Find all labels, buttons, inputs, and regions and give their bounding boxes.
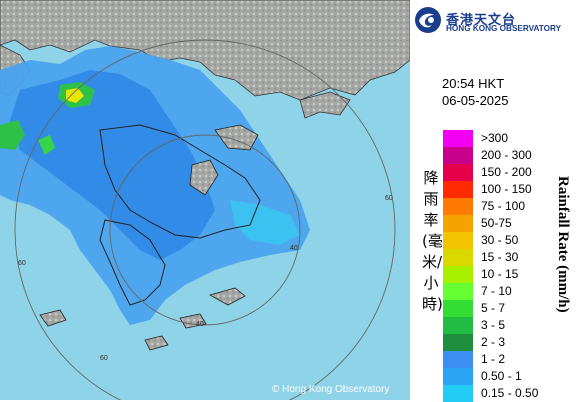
legend-row: 1 - 2 bbox=[443, 351, 553, 368]
legend-row: 100 - 150 bbox=[443, 181, 553, 198]
legend-label: 30 - 50 bbox=[481, 233, 519, 247]
island-kowloon bbox=[189, 159, 219, 196]
legend-swatch bbox=[443, 198, 473, 215]
legend-label: 2 - 3 bbox=[481, 335, 506, 349]
legend-label: 50-75 bbox=[481, 216, 512, 230]
legend-label: 0.15 - 0.50 bbox=[481, 386, 539, 400]
legend-label: 150 - 200 bbox=[481, 165, 532, 179]
island-south bbox=[144, 335, 169, 351]
copyright-notice: © Hong Kong Observatory bbox=[272, 384, 390, 395]
hko-logo[interactable]: 香港天文台 HONG KONG OBSERVATORY bbox=[414, 6, 574, 36]
legend-swatch bbox=[443, 300, 473, 317]
radar-time: 20:54 HKT bbox=[442, 76, 505, 91]
legend-label: 75 - 100 bbox=[481, 199, 526, 213]
ring-label-southwest: 60 bbox=[100, 355, 108, 362]
island-southwest bbox=[39, 309, 67, 327]
legend-swatch bbox=[443, 130, 473, 147]
legend-swatch bbox=[443, 164, 473, 181]
legend-swatch bbox=[443, 317, 473, 334]
legend-row: 2 - 3 bbox=[443, 334, 553, 351]
legend-title-en: Rainfall Rate (mm/h) bbox=[555, 176, 571, 313]
legend-row: >300 bbox=[443, 130, 553, 147]
radar-map[interactable]: 60 60 60 40 40 © Hong Kong Observatory bbox=[0, 0, 410, 400]
land-lantau bbox=[99, 219, 166, 306]
island-southeast bbox=[208, 287, 246, 306]
legend-title-cn: 降雨率(毫米/小時) bbox=[422, 169, 443, 313]
ring-label-inner-south: 40 bbox=[196, 321, 204, 328]
legend-label: 5 - 7 bbox=[481, 301, 506, 315]
legend-label: 3 - 5 bbox=[481, 318, 506, 332]
legend-label: 0.50 - 1 bbox=[481, 369, 522, 383]
land-new-territories bbox=[99, 124, 261, 239]
legend-swatch bbox=[443, 181, 473, 198]
legend-swatch bbox=[443, 334, 473, 351]
legend-row: 7 - 10 bbox=[443, 283, 553, 300]
hko-swirl-logo-icon bbox=[415, 7, 441, 33]
legend-row: 150 - 200 bbox=[443, 164, 553, 181]
ring-label-east: 60 bbox=[385, 195, 393, 202]
legend-row: 0.15 - 0.50 bbox=[443, 385, 553, 402]
legend-row: 30 - 50 bbox=[443, 232, 553, 249]
radar-date: 06-05-2025 bbox=[442, 93, 509, 108]
legend-row: 10 - 15 bbox=[443, 266, 553, 283]
info-panel: 香港天文台 HONG KONG OBSERVATORY 20:54 HKT 06… bbox=[410, 0, 577, 402]
rain-green-patch-3 bbox=[38, 135, 55, 155]
legend-row: 3 - 5 bbox=[443, 317, 553, 334]
legend-label: 15 - 30 bbox=[481, 250, 519, 264]
legend-swatch bbox=[443, 215, 473, 232]
legend-swatch bbox=[443, 385, 473, 402]
range-rings bbox=[14, 39, 396, 400]
logo-name-en: HONG KONG OBSERVATORY bbox=[446, 24, 562, 33]
legend-label: 10 - 15 bbox=[481, 267, 519, 281]
legend-label: 7 - 10 bbox=[481, 284, 512, 298]
island-east bbox=[214, 124, 259, 151]
legend-swatch bbox=[443, 351, 473, 368]
legend-swatch bbox=[443, 266, 473, 283]
legend-label: 100 - 150 bbox=[481, 182, 532, 196]
ring-label-west: 60 bbox=[18, 260, 26, 267]
rain-medium-area bbox=[10, 70, 215, 260]
legend-label: 1 - 2 bbox=[481, 352, 506, 366]
land-east-coast bbox=[299, 91, 351, 119]
logo-name-cn: 香港天文台 bbox=[446, 13, 517, 28]
legend-swatch bbox=[443, 147, 473, 164]
legend-row: 200 - 300 bbox=[443, 147, 553, 164]
rain-yellow-patch bbox=[66, 88, 84, 103]
legend-label: >300 bbox=[481, 131, 509, 145]
land-mainland bbox=[0, 0, 410, 101]
ring-label-inner-east: 40 bbox=[290, 245, 298, 252]
legend-swatch bbox=[443, 232, 473, 249]
legend-row: 50-75 bbox=[443, 215, 553, 232]
rain-cyan-patches bbox=[230, 200, 300, 245]
legend-swatch bbox=[443, 283, 473, 300]
legend-row: 5 - 7 bbox=[443, 300, 553, 317]
radar-map-canvas: 60 60 60 40 40 bbox=[0, 0, 410, 400]
legend-swatch bbox=[443, 249, 473, 266]
legend-row: 0.50 - 1 bbox=[443, 368, 553, 385]
legend-swatch bbox=[443, 368, 473, 385]
rain-green-patch-1 bbox=[0, 120, 25, 150]
legend-row: 75 - 100 bbox=[443, 198, 553, 215]
rainfall-legend: >300 200 - 300 150 - 200 100 - 150 75 - 100 5… bbox=[443, 130, 553, 402]
legend-label: 200 - 300 bbox=[481, 148, 532, 162]
legend-row: 15 - 30 bbox=[443, 249, 553, 266]
